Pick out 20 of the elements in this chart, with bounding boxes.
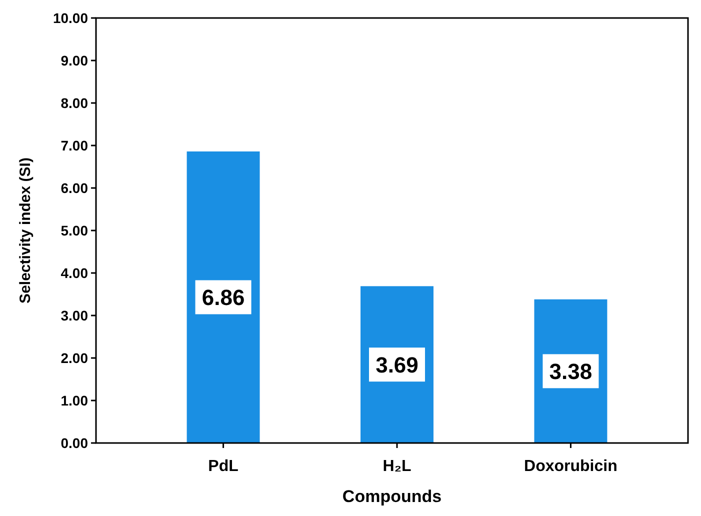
y-tick-label: 2.00	[60, 350, 88, 366]
y-tick-label: 8.00	[60, 95, 88, 111]
y-tick-label: 6.00	[60, 180, 88, 196]
data-label: 3.69	[376, 352, 418, 378]
y-tick-label: 0.00	[60, 435, 88, 451]
data-label: 6.86	[202, 285, 245, 310]
y-tick-label: 5.00	[60, 222, 88, 238]
x-tick-label: Doxorubicin	[524, 458, 618, 475]
data-label: 3.38	[549, 359, 592, 384]
x-tick-label: PdL	[208, 458, 239, 475]
x-tick-label: H₂L	[382, 458, 412, 475]
bar	[186, 151, 260, 443]
y-tick-label: 1.00	[60, 392, 88, 408]
y-tick-label: 9.00	[60, 52, 88, 68]
y-tick-label: 3.00	[60, 308, 88, 324]
y-tick-label: 4.00	[60, 265, 88, 281]
y-tick-label: 7.00	[60, 138, 88, 154]
x-axis-title: Compounds	[342, 487, 442, 506]
y-tick-label: 10.00	[52, 10, 88, 26]
y-axis-title: Selectivity index (SI)	[17, 158, 34, 304]
